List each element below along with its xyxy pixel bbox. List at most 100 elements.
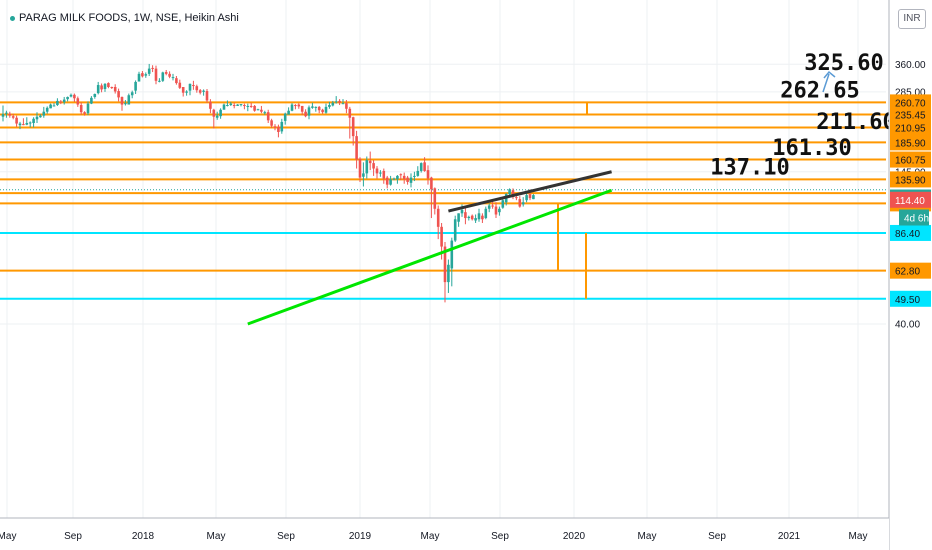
candle-body (100, 85, 103, 90)
candle-body (334, 101, 338, 103)
level-price-label: 185.90 (895, 138, 926, 149)
candle-body (137, 73, 141, 82)
candle-body (144, 74, 148, 76)
candle-body (130, 92, 134, 96)
candle-body (453, 219, 457, 241)
target-annotation: 211.60 (816, 110, 895, 135)
candle-body (277, 126, 280, 132)
candle-body (124, 103, 127, 105)
candle-body (341, 103, 345, 105)
candle-body (35, 116, 39, 120)
candle-body (56, 100, 59, 106)
y-tick-label: 360.00 (895, 60, 926, 71)
candle-body (430, 177, 433, 190)
candle-body (362, 173, 365, 177)
candle-body (243, 105, 246, 107)
chart-title-text: PARAG MILK FOODS, 1W, NSE, Heikin Ashi (19, 12, 239, 24)
previous-close-label-bg (890, 191, 931, 208)
time-axis[interactable] (0, 518, 889, 550)
y-tick-label: 40.00 (895, 319, 920, 330)
candle-body (168, 73, 171, 77)
candle-body (209, 101, 212, 109)
candle-body (158, 80, 161, 82)
level-price-label-bg (890, 119, 931, 136)
candle-body (351, 117, 355, 137)
x-tick-label: May (849, 531, 868, 542)
candle-body (521, 202, 525, 205)
candle-body (232, 105, 236, 107)
candle-body (385, 177, 389, 185)
candle-body (328, 105, 331, 107)
candle-body (185, 91, 188, 93)
candle-body (273, 126, 277, 128)
countdown-bg (899, 209, 929, 226)
candle-body (113, 87, 117, 92)
level-price-label: 86.40 (895, 229, 920, 240)
candle-body (11, 116, 15, 118)
candle-body (103, 83, 107, 90)
candle-body (141, 73, 144, 77)
candle-body (239, 104, 243, 106)
candle-body (188, 83, 192, 91)
candle-body (338, 100, 341, 103)
candle-body (79, 105, 83, 113)
target-annotation: 161.30 (772, 136, 851, 161)
candle-body (49, 104, 52, 109)
candle-body (311, 106, 314, 108)
candle-body (260, 109, 263, 112)
trendline (448, 170, 612, 213)
x-tick-label: Sep (491, 531, 509, 542)
candle-body (487, 205, 491, 209)
x-tick-label: May (0, 531, 16, 542)
candle-body (409, 177, 413, 183)
candle-body (195, 86, 199, 91)
candle-body (484, 208, 488, 219)
candle-body (127, 95, 131, 105)
plot-area[interactable] (0, 0, 886, 518)
candle-body (226, 105, 229, 107)
level-price-label: 160.75 (895, 156, 926, 167)
level-price-label: 49.50 (895, 295, 920, 306)
candle-body (205, 91, 209, 101)
candle-body (219, 109, 222, 117)
candle-body (28, 122, 32, 124)
candle-body (375, 168, 379, 174)
candle-body (416, 170, 420, 176)
level-price-label: 210.95 (895, 123, 926, 134)
candle-body (368, 160, 372, 164)
candle-body (202, 90, 205, 92)
x-tick-label: May (421, 531, 440, 542)
trendline (247, 188, 613, 326)
candle-body (419, 163, 423, 171)
candle-body (300, 105, 304, 112)
candle-body (501, 200, 505, 208)
arrow-up-icon (822, 70, 836, 93)
x-tick-label: 2019 (349, 531, 372, 542)
candle-body (518, 199, 522, 207)
x-tick-label: Sep (708, 531, 726, 542)
candle-body (297, 104, 301, 107)
candle-body (117, 91, 120, 98)
candle-body (528, 194, 532, 199)
level-price-label-bg (890, 290, 931, 307)
level-price-label: 62.80 (895, 267, 920, 278)
candle-body (392, 178, 396, 180)
candle-body (62, 99, 66, 103)
x-tick-label: May (638, 531, 657, 542)
candle-body (178, 82, 182, 88)
candle-body (515, 197, 518, 199)
candle-body (358, 158, 362, 178)
candle-body (161, 72, 165, 81)
previous-close-label: 114.40 (895, 196, 925, 207)
candle-body (212, 109, 216, 117)
candle-body (181, 87, 185, 93)
candle-body (263, 112, 267, 114)
candle-body (236, 104, 239, 106)
candle-body (457, 213, 460, 222)
candle-body (474, 218, 477, 221)
currency-button[interactable]: INR (898, 9, 926, 29)
candle-body (508, 189, 511, 195)
candle-body (164, 72, 168, 74)
candle-body (402, 175, 406, 180)
